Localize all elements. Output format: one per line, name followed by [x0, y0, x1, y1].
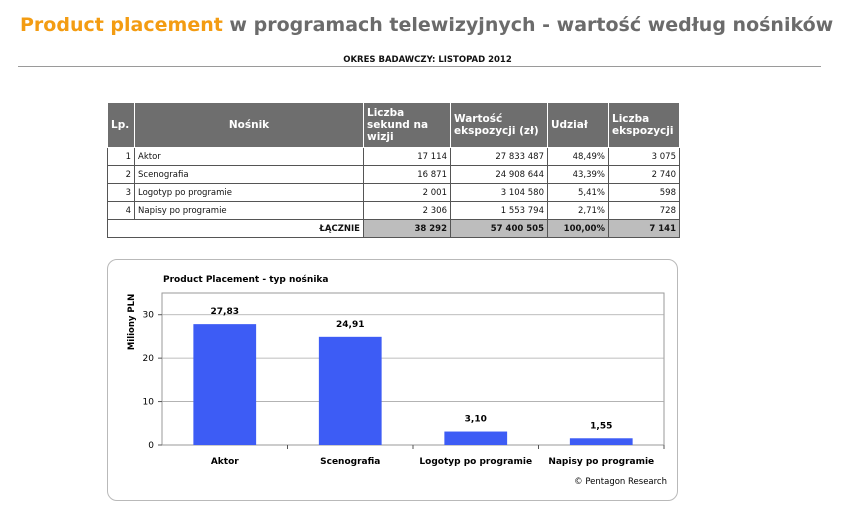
table-row: 2 Scenografia 16 871 24 908 644 43,39% 2… [107, 165, 680, 184]
data-table: Lp. Nośnik Liczba sekund na wizji Wartoś… [107, 102, 680, 238]
bar-value-label: 1,55 [590, 421, 612, 431]
y-axis-label: Miliony PLN [127, 294, 137, 350]
cell-seconds: 17 114 [363, 147, 451, 166]
col-header-share: Udział [547, 102, 609, 148]
y-axis-ticks: 0 10 20 30 [143, 311, 162, 451]
col-header-value: Wartość ekspozycji (zł) [450, 102, 548, 148]
cell-exposures: 598 [608, 183, 680, 202]
category-label: Logotyp po programie [419, 457, 532, 467]
y-tick-label: 30 [143, 311, 155, 321]
cell-seconds: 16 871 [363, 165, 451, 184]
bar [569, 438, 633, 445]
table-total-row: ŁĄCZNIE 38 292 57 400 505 100,00% 7 141 [107, 219, 680, 238]
table-row: 1 Aktor 17 114 27 833 487 48,49% 3 075 [107, 147, 680, 166]
bar [444, 431, 508, 445]
title-rest: w programach telewizyjnych - wartość wed… [222, 14, 834, 36]
cell-share: 43,39% [547, 165, 609, 184]
cell-seconds: 2 001 [363, 183, 451, 202]
total-exposures: 7 141 [608, 219, 680, 238]
cell-lp: 4 [107, 201, 135, 220]
table-header-row: Lp. Nośnik Liczba sekund na wizji Wartoś… [107, 102, 680, 148]
header-divider [18, 66, 821, 67]
bar-chart: Product Placement - typ nośnika Miliony … [127, 274, 667, 487]
y-tick-label: 10 [143, 398, 155, 408]
cell-lp: 2 [107, 165, 135, 184]
category-label: Napisy po programie [548, 457, 654, 467]
cell-nosnik: Aktor [134, 147, 364, 166]
col-header-lp: Lp. [107, 102, 135, 148]
cell-nosnik: Napisy po programie [134, 201, 364, 220]
chart-title: Product Placement - typ nośnika [163, 274, 328, 285]
title-accent: Product placement [20, 14, 223, 36]
cell-value: 27 833 487 [450, 147, 548, 166]
cell-exposures: 3 075 [608, 147, 680, 166]
cell-share: 48,49% [547, 147, 609, 166]
bar [318, 336, 382, 445]
cell-seconds: 2 306 [363, 201, 451, 220]
table-row: 4 Napisy po programie 2 306 1 553 794 2,… [107, 201, 680, 220]
category-label: Scenografia [320, 457, 380, 467]
cell-nosnik: Logotyp po programie [134, 183, 364, 202]
cell-share: 5,41% [547, 183, 609, 202]
chart-panel: Product Placement - typ nośnika Miliony … [107, 259, 678, 501]
cell-share: 2,71% [547, 201, 609, 220]
source-note: © Pentagon Research [574, 477, 667, 487]
cell-exposures: 2 740 [608, 165, 680, 184]
y-tick-label: 0 [148, 441, 154, 451]
cell-lp: 1 [107, 147, 135, 166]
total-label: ŁĄCZNIE [107, 219, 364, 238]
col-header-nosnik: Nośnik [134, 102, 364, 148]
x-axis-categories: Aktor Scenografia Logotyp po programie Napi… [211, 445, 665, 467]
total-value: 57 400 505 [450, 219, 548, 238]
research-period: OKRES BADAWCZY: LISTOPAD 2012 [343, 55, 512, 65]
bar-value-label: 24,91 [336, 320, 364, 330]
total-share: 100,00% [547, 219, 609, 238]
category-label: Aktor [211, 457, 239, 467]
bar-value-label: 3,10 [465, 415, 487, 425]
bar [193, 324, 257, 445]
y-tick-label: 20 [143, 354, 155, 364]
total-seconds: 38 292 [363, 219, 451, 238]
cell-value: 24 908 644 [450, 165, 548, 184]
table-row: 3 Logotyp po programie 2 001 3 104 580 5… [107, 183, 680, 202]
cell-exposures: 728 [608, 201, 680, 220]
bar-value-label: 27,83 [211, 307, 239, 317]
bars: 27,83 24,91 3,10 1,55 [193, 307, 633, 445]
cell-nosnik: Scenografia [134, 165, 364, 184]
col-header-exposures: Liczba ekspozycji [608, 102, 680, 148]
cell-lp: 3 [107, 183, 135, 202]
cell-value: 1 553 794 [450, 201, 548, 220]
col-header-seconds: Liczba sekund na wizji [363, 102, 451, 148]
cell-value: 3 104 580 [450, 183, 548, 202]
page-title: Product placement w programach telewizyj… [20, 14, 833, 36]
